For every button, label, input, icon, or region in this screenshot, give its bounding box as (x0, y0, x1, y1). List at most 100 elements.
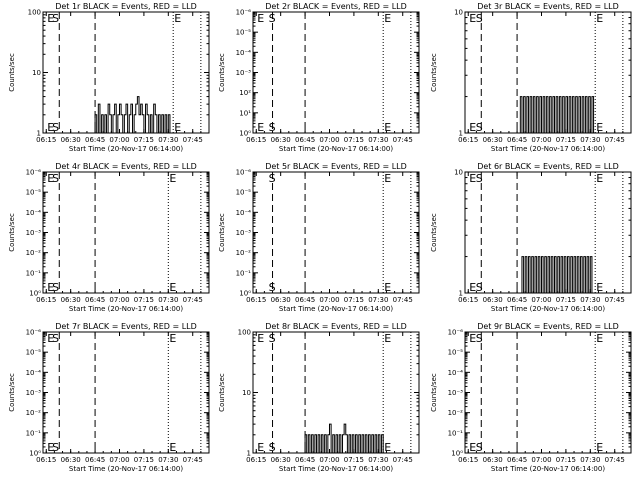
y-tick-label: 10⁻⁶ (26, 169, 42, 177)
x-tick-label: 06:45 (507, 136, 527, 144)
y-tick-label: 10⁻¹ (448, 429, 464, 437)
x-tick-label: 07:30 (368, 296, 388, 304)
series-line-1 (521, 256, 593, 294)
panel-title: Det 2r BLACK = Events, RED = LLD (265, 2, 407, 11)
x-tick-label: 06:15 (36, 296, 56, 304)
marker-bottom-e: E (47, 121, 54, 134)
panel-det-5: Det 5r BLACK = Events, RED = LLD Counts/s… (218, 162, 420, 313)
plot-frame (464, 331, 632, 454)
x-tick-label: 07:45 (393, 136, 413, 144)
marker-top-e: E (469, 172, 476, 185)
y-axis-label: Counts/sec (218, 213, 226, 252)
x-tick-label: 07:00 (319, 136, 339, 144)
x-tick-label: 06:15 (458, 456, 478, 464)
panel-det-1: Det 1r BLACK = Events, RED = LLD Counts/s… (8, 2, 210, 153)
marker-top-e: E (469, 332, 476, 345)
y-tick-label: 10⁰ (239, 130, 251, 138)
x-tick-label: 06:45 (507, 456, 527, 464)
marker-bottom-s: S (52, 441, 59, 454)
marker-top-e: E (169, 332, 176, 345)
y-tick-label: 10⁻⁵ (236, 189, 252, 197)
panel-det-3: Det 3r BLACK = Events, RED = LLD Counts/s… (430, 2, 632, 153)
y-tick-label: 10⁻⁴ (236, 209, 252, 217)
panel-title: Det 8r BLACK = Events, RED = LLD (265, 322, 407, 331)
marker-top-s: S (476, 12, 483, 25)
marker-bottom-s: S (476, 281, 483, 294)
series-line-1 (304, 423, 384, 454)
x-tick-label: 07:00 (531, 296, 551, 304)
y-tick-label: 10¹ (239, 109, 251, 117)
y-tick-label: 100 (28, 9, 41, 17)
x-tick-label: 07:15 (134, 456, 154, 464)
y-tick-label: 10⁻³ (236, 229, 252, 237)
y-tick-label: 10⁻¹ (26, 429, 42, 437)
y-tick-label: 10⁻³ (236, 69, 252, 77)
y-tick-label: 10⁻⁵ (26, 189, 42, 197)
x-tick-label: 07:00 (531, 456, 551, 464)
x-tick-label: 06:45 (295, 456, 315, 464)
marker-top-e: E (596, 332, 603, 345)
x-tick-label: 07:00 (319, 456, 339, 464)
x-axis-label: Start Time (20-Nov-17 06:14:00) (69, 145, 183, 153)
panel-title: Det 7r BLACK = Events, RED = LLD (55, 322, 197, 331)
marker-bottom-e: E (47, 281, 54, 294)
marker-top-e: E (47, 332, 54, 345)
series-line-1 (94, 96, 171, 134)
x-tick-label: 06:45 (295, 296, 315, 304)
plot-frame (42, 171, 210, 294)
x-tick-label: 07:00 (319, 296, 339, 304)
panel-title: Det 5r BLACK = Events, RED = LLD (265, 162, 407, 171)
marker-bottom-e: E (384, 281, 391, 294)
panel-det-2: Det 2r BLACK = Events, RED = LLD Counts/s… (218, 2, 420, 153)
y-axis-label: Counts/sec (430, 373, 438, 412)
marker-bottom-e: E (169, 441, 176, 454)
x-tick-label: 07:15 (556, 136, 576, 144)
marker-bottom-e: E (257, 441, 264, 454)
panel-title: Det 3r BLACK = Events, RED = LLD (477, 2, 619, 11)
marker-bottom-e: E (596, 121, 603, 134)
marker-top-s: S (52, 172, 59, 185)
x-tick-label: 06:30 (61, 296, 81, 304)
x-tick-label: 07:30 (158, 136, 178, 144)
panel-det-4: Det 4r BLACK = Events, RED = LLD Counts/s… (8, 162, 210, 313)
x-tick-label: 07:30 (580, 456, 600, 464)
y-tick-label: 10⁻² (26, 409, 42, 417)
x-tick-label: 06:45 (295, 136, 315, 144)
marker-top-e: E (384, 172, 391, 185)
y-tick-label: 10⁰ (29, 290, 41, 298)
marker-bottom-s: S (269, 121, 276, 134)
marker-top-e: E (384, 12, 391, 25)
y-tick-label: 100 (238, 329, 251, 337)
marker-top-e: E (169, 172, 176, 185)
panel-title: Det 9r BLACK = Events, RED = LLD (477, 322, 619, 331)
y-tick-label: 10⁻⁴ (448, 369, 464, 377)
x-tick-label: 07:30 (368, 456, 388, 464)
panel-title: Det 4r BLACK = Events, RED = LLD (55, 162, 197, 171)
x-tick-label: 07:15 (344, 456, 364, 464)
x-tick-label: 07:30 (368, 136, 388, 144)
x-tick-label: 07:15 (344, 136, 364, 144)
x-tick-label: 07:45 (605, 456, 625, 464)
y-tick-label: 10⁻² (26, 249, 42, 257)
x-tick-label: 06:15 (246, 456, 266, 464)
y-tick-label: 10⁻⁶ (448, 329, 464, 337)
x-tick-label: 07:00 (109, 136, 129, 144)
y-axis-label: Counts/sec (218, 373, 226, 412)
y-tick-label: 10⁻⁴ (26, 369, 42, 377)
marker-top-e: E (384, 332, 391, 345)
plot-frame (252, 11, 420, 134)
x-tick-label: 07:45 (183, 456, 203, 464)
y-tick-label: 10⁻¹ (236, 269, 252, 277)
x-tick-label: 06:15 (458, 136, 478, 144)
x-axis-label: Start Time (20-Nov-17 06:14:00) (279, 465, 393, 473)
y-tick-label: 10⁻⁶ (26, 329, 42, 337)
x-tick-label: 07:00 (531, 136, 551, 144)
plot-frame (252, 171, 420, 294)
x-tick-label: 07:00 (109, 296, 129, 304)
x-tick-label: 06:15 (36, 136, 56, 144)
panel-title: Det 6r BLACK = Events, RED = LLD (477, 162, 619, 171)
y-tick-label: 10 (32, 69, 41, 77)
marker-bottom-s: S (269, 281, 276, 294)
x-axis-label: Start Time (20-Nov-17 06:14:00) (279, 305, 393, 313)
x-tick-label: 07:15 (134, 136, 154, 144)
